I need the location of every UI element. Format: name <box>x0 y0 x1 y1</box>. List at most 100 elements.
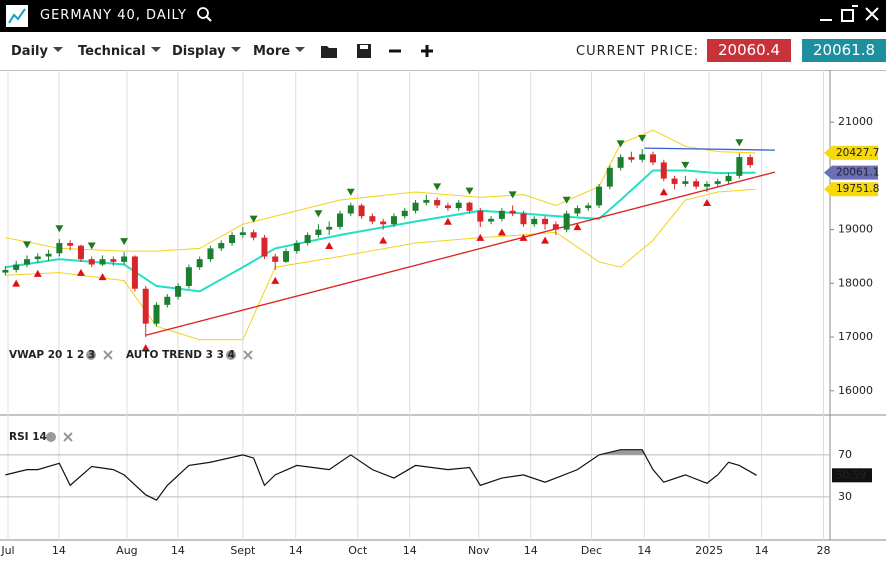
buy-price[interactable]: 20061.8 <box>802 39 886 62</box>
x-tick-label: 14 <box>755 544 769 557</box>
trough-marker <box>497 228 506 236</box>
candle-body <box>466 202 473 211</box>
chart-title: GERMANY 40, DAILY <box>40 8 187 23</box>
candle-body <box>99 259 106 265</box>
band-line <box>5 129 756 252</box>
chart: Jul 14 Aug 14 Sept 14 Oct 14 Nov 14 Dec 14 2025 14 28 1… <box>0 70 886 557</box>
trough-marker <box>702 198 711 206</box>
candle-body <box>660 162 667 179</box>
candle-body <box>531 218 538 225</box>
x-tick-label: 14 <box>524 544 538 557</box>
candle-body <box>34 256 41 260</box>
candle-body <box>714 181 721 184</box>
overbought-area <box>599 449 646 455</box>
candle-body <box>67 243 74 246</box>
candle-body <box>639 154 646 160</box>
candle-body <box>552 224 559 230</box>
trough-marker <box>98 273 107 281</box>
candle-body <box>13 264 20 270</box>
y-tick-label: 17000 <box>838 330 873 343</box>
candle-body <box>390 216 397 225</box>
candle-body <box>175 286 182 297</box>
candle-body <box>336 213 343 227</box>
x-tick-label: 2025 <box>695 544 723 557</box>
candle-body <box>477 210 484 222</box>
candle-body <box>229 234 236 244</box>
candle-body <box>596 186 603 206</box>
price-tag <box>824 165 878 180</box>
trough-marker <box>271 276 280 284</box>
y-tick-label: 30 <box>838 490 852 503</box>
candle-body <box>563 213 570 230</box>
toolbar: Daily Technical Display More CURRENT PRI… <box>0 32 886 71</box>
candle-body <box>444 205 451 209</box>
candle-body <box>725 175 732 182</box>
band-line <box>5 188 756 341</box>
toolbar-icons[interactable] <box>315 32 445 70</box>
candle-body <box>142 288 149 324</box>
trough-marker <box>76 268 85 276</box>
candle-body <box>369 216 376 222</box>
x-tick-label: Oct <box>348 544 368 557</box>
peak-marker <box>22 241 31 249</box>
x-tick-label: 28 <box>817 544 831 557</box>
candle-body <box>574 208 581 214</box>
trough-marker <box>443 217 452 225</box>
trough-marker <box>379 236 388 244</box>
candle-body <box>488 218 495 222</box>
x-tick-label: 14 <box>403 544 417 557</box>
peak-marker <box>433 183 442 191</box>
peak-marker <box>508 191 517 199</box>
candle-body <box>45 253 52 257</box>
trough-marker <box>12 279 21 287</box>
y-tick-label: 16000 <box>838 384 873 397</box>
y-tick-label: 21000 <box>838 115 873 128</box>
peak-marker <box>562 196 571 204</box>
candle-body <box>218 243 225 249</box>
candle-body <box>520 213 527 225</box>
x-tick-label: 14 <box>52 544 66 557</box>
candle-body <box>153 304 160 324</box>
price-tag <box>824 145 878 160</box>
sell-price[interactable]: 20060.4 <box>707 39 791 62</box>
candle-body <box>77 245 84 260</box>
candle-body <box>682 181 689 184</box>
candle-body <box>747 157 754 166</box>
candle-body <box>56 243 63 254</box>
candle-body <box>606 167 613 187</box>
peak-marker <box>87 242 96 250</box>
candle-body <box>283 251 290 262</box>
x-tick-label: Aug <box>116 544 137 557</box>
candle-body <box>358 205 365 217</box>
peak-marker <box>55 225 64 233</box>
title-icons <box>6 5 879 27</box>
legend-icons[interactable] <box>46 350 253 442</box>
candle-body <box>736 157 743 176</box>
candle-body <box>326 226 333 230</box>
trough-marker <box>659 188 668 196</box>
trough-marker <box>541 236 550 244</box>
value-tag-label: 50.59 <box>836 469 866 481</box>
menu[interactable]: Display <box>172 44 241 59</box>
candle-body <box>434 200 441 206</box>
x-tick-label: Nov <box>468 544 490 557</box>
menu[interactable]: More <box>253 44 305 59</box>
rsi-line <box>5 449 757 501</box>
x-tick-label: 14 <box>637 544 651 557</box>
trend-line <box>145 171 776 336</box>
candle-body <box>304 234 311 244</box>
candle-body <box>423 200 430 203</box>
peak-marker <box>616 140 625 148</box>
menu[interactable]: Daily <box>11 44 63 59</box>
trough-marker <box>573 223 582 231</box>
menu[interactable]: Technical <box>78 44 161 59</box>
trough-marker <box>141 344 150 352</box>
y-tick-label: 19000 <box>838 223 873 236</box>
legend-label: AUTO TREND 3 3 4 <box>126 349 235 361</box>
trough-marker <box>325 241 334 249</box>
candle-body <box>261 237 268 257</box>
candle-body <box>498 210 505 219</box>
candle-body <box>293 243 300 252</box>
x-tick-label: 14 <box>289 544 303 557</box>
